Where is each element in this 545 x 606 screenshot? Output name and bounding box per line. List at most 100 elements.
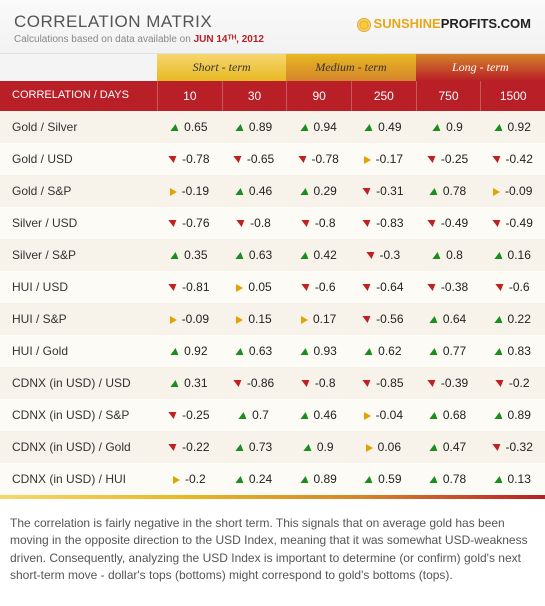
data-cell: 0.24	[222, 463, 287, 495]
cell-value: -0.6	[315, 280, 336, 294]
cell-value: 0.93	[314, 344, 337, 358]
cell-value: 0.73	[249, 440, 272, 454]
cell-value: -0.31	[376, 184, 403, 198]
cell-value: 0.78	[443, 184, 466, 198]
cell-value: -0.09	[182, 312, 209, 326]
up-arrow-icon	[300, 188, 309, 195]
data-cell: 0.93	[286, 335, 351, 367]
cell-value: 0.92	[184, 344, 207, 358]
up-arrow-icon	[300, 476, 309, 483]
cell-value: -0.2	[185, 472, 206, 486]
data-cell: -0.49	[416, 207, 481, 239]
column-header: 90	[286, 81, 351, 111]
data-cell: -0.32	[480, 431, 545, 463]
data-cell: -0.81	[157, 271, 222, 303]
data-cell: 0.31	[157, 367, 222, 399]
data-cell: 0.29	[286, 175, 351, 207]
data-cell: 0.94	[286, 111, 351, 143]
cell-value: -0.25	[441, 152, 468, 166]
correlation-matrix: CORRELATION MATRIX Calculations based on…	[0, 0, 545, 499]
up-arrow-icon	[235, 124, 244, 131]
data-cell: -0.25	[157, 399, 222, 431]
cell-value: 0.63	[249, 344, 272, 358]
data-cell: -0.8	[286, 367, 351, 399]
cell-value: 0.46	[314, 408, 337, 422]
down-arrow-icon	[363, 220, 372, 227]
data-cell: -0.09	[480, 175, 545, 207]
cell-value: 0.62	[378, 344, 401, 358]
data-cell: -0.04	[351, 399, 416, 431]
column-header: 750	[416, 81, 481, 111]
table-row: HUI / Gold 0.92 0.63 0.93 0.62 0.77 0.83	[0, 335, 545, 367]
up-arrow-icon	[494, 412, 503, 419]
data-cell: 0.42	[286, 239, 351, 271]
cell-value: -0.83	[376, 216, 403, 230]
row-label: HUI / USD	[0, 271, 157, 303]
term-labels: Short - termMedium - termLong - term	[157, 54, 545, 81]
flat-arrow-icon	[170, 188, 177, 196]
data-cell: 0.05	[222, 271, 287, 303]
cell-value: 0.29	[314, 184, 337, 198]
cell-value: 0.89	[508, 408, 531, 422]
cell-value: 0.16	[508, 248, 531, 262]
cell-value: -0.09	[505, 184, 532, 198]
column-header: 10	[157, 81, 222, 111]
column-days: 1030902507501500	[157, 81, 545, 111]
up-arrow-icon	[494, 316, 503, 323]
down-arrow-icon	[301, 380, 310, 387]
column-header: 1500	[480, 81, 545, 111]
down-arrow-icon	[301, 220, 310, 227]
up-arrow-icon	[433, 124, 442, 131]
data-cell: 0.22	[480, 303, 545, 335]
cell-value: 0.8	[446, 248, 463, 262]
down-arrow-icon	[169, 444, 178, 451]
data-cell: 0.89	[286, 463, 351, 495]
up-arrow-icon	[171, 348, 180, 355]
table-row: Gold / USD-0.78-0.65-0.78-0.17-0.25-0.42	[0, 143, 545, 175]
row-label: Gold / S&P	[0, 175, 157, 207]
matrix-subtitle: Calculations based on data available on …	[14, 34, 531, 45]
down-arrow-icon	[298, 156, 307, 163]
term-header-row: Short - termMedium - termLong - term	[0, 54, 545, 81]
up-arrow-icon	[239, 412, 248, 419]
cell-value: -0.3	[380, 248, 401, 262]
flat-arrow-icon	[170, 316, 177, 324]
flat-arrow-icon	[236, 316, 243, 324]
row-label: Silver / USD	[0, 207, 157, 239]
data-cell: 0.47	[416, 431, 481, 463]
row-label: HUI / Gold	[0, 335, 157, 367]
cell-value: 0.9	[317, 440, 334, 454]
row-label: Silver / S&P	[0, 239, 157, 271]
cell-value: 0.17	[313, 312, 336, 326]
up-arrow-icon	[365, 124, 374, 131]
down-arrow-icon	[427, 380, 436, 387]
data-cell: -0.86	[222, 367, 287, 399]
data-cell: -0.22	[157, 431, 222, 463]
cell-value: 0.63	[249, 248, 272, 262]
data-cell: -0.6	[480, 271, 545, 303]
up-arrow-icon	[429, 476, 438, 483]
cell-value: -0.49	[441, 216, 468, 230]
cell-value: 0.46	[249, 184, 272, 198]
up-arrow-icon	[300, 124, 309, 131]
cell-value: 0.59	[378, 472, 401, 486]
data-cell: 0.83	[480, 335, 545, 367]
up-arrow-icon	[235, 188, 244, 195]
data-cell: -0.39	[416, 367, 481, 399]
up-arrow-icon	[171, 124, 180, 131]
cell-value: 0.77	[443, 344, 466, 358]
table-row: CDNX (in USD) / S&P-0.250.70.46-0.040.68…	[0, 399, 545, 431]
data-cell: 0.92	[157, 335, 222, 367]
down-arrow-icon	[363, 284, 372, 291]
cell-value: -0.8	[250, 216, 271, 230]
down-arrow-icon	[363, 380, 372, 387]
flat-arrow-icon	[301, 316, 308, 324]
up-arrow-icon	[171, 252, 180, 259]
data-cell: 0.46	[222, 175, 287, 207]
data-cell: -0.78	[157, 143, 222, 175]
data-cell: 0.17	[286, 303, 351, 335]
flat-arrow-icon	[364, 412, 371, 420]
data-cell: -0.25	[416, 143, 481, 175]
data-cell: -0.49	[480, 207, 545, 239]
cell-value: -0.86	[247, 376, 274, 390]
